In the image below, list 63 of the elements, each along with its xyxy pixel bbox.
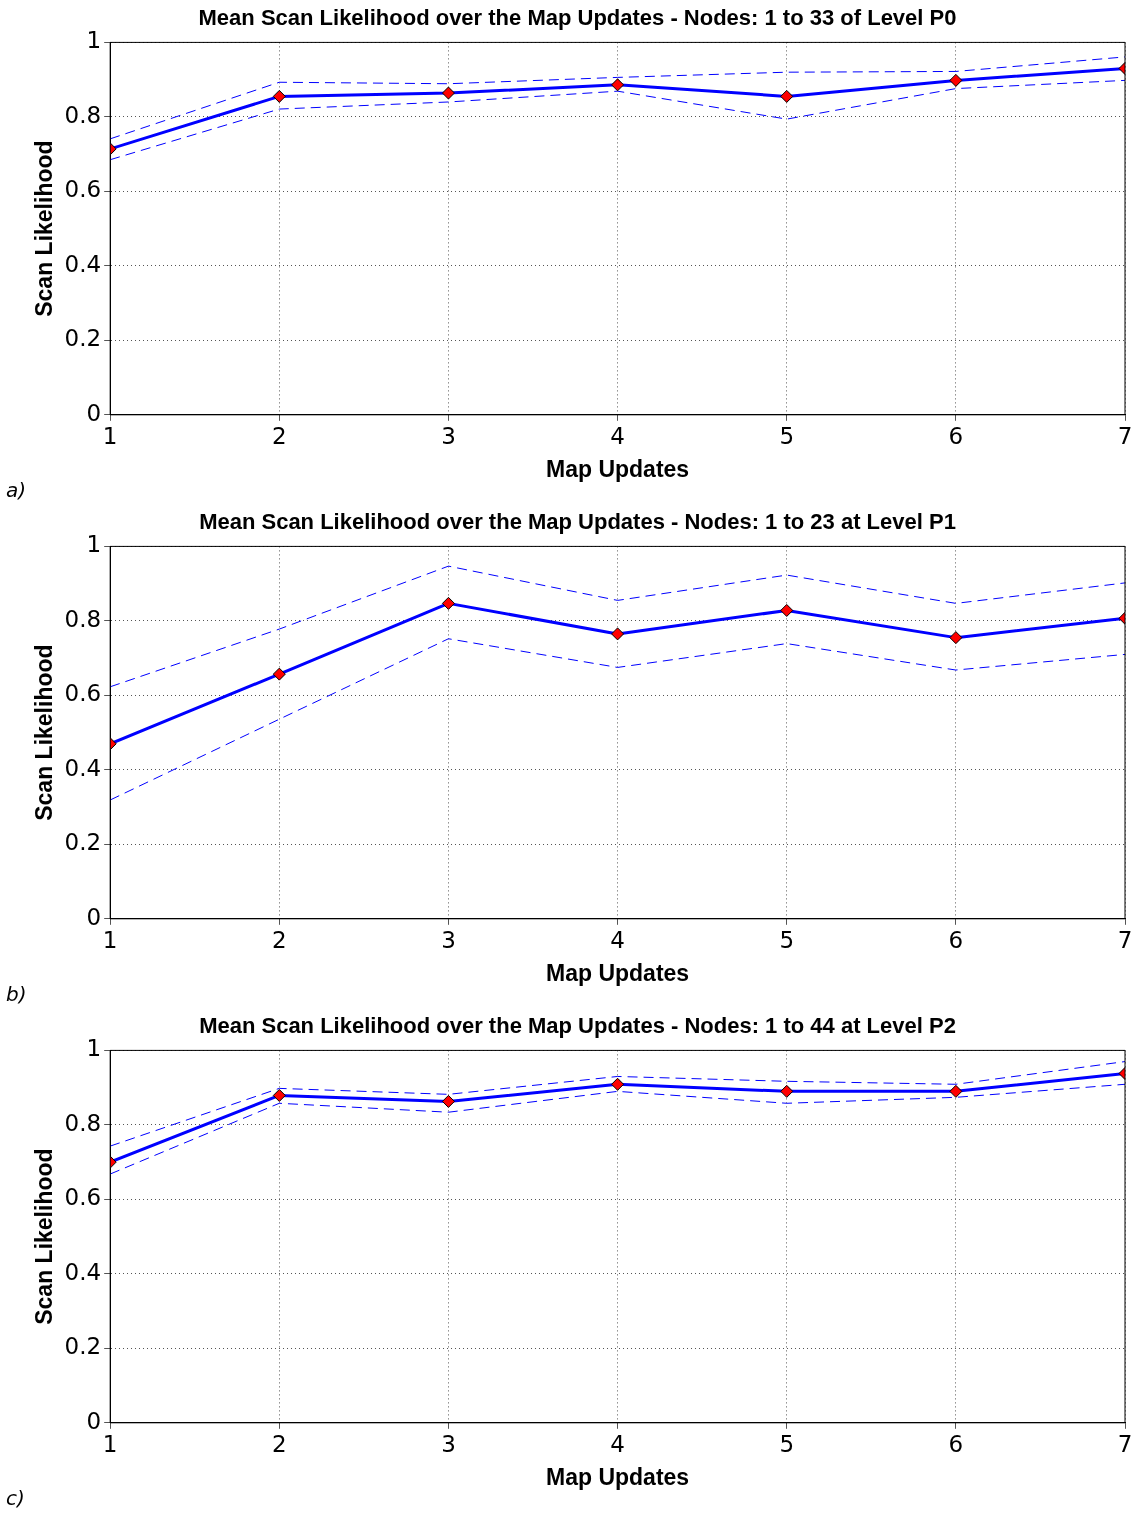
line-series	[110, 565, 1125, 688]
x-tick-label: 3	[441, 1430, 456, 1457]
x-tick-label: 5	[779, 926, 795, 953]
x-axis-title: Map Updates	[546, 959, 690, 986]
y-tick-label: 0	[86, 1407, 102, 1434]
x-tick-label: 6	[948, 1430, 964, 1457]
y-tick-label: 0.2	[64, 829, 102, 856]
point	[949, 631, 963, 645]
x-tick-label: 4	[610, 1430, 625, 1457]
y-tick-label: 0.6	[64, 176, 102, 203]
point	[949, 73, 963, 87]
x-tick-label: 7	[1117, 926, 1133, 953]
chart-title: Mean Scan Likelihood over the Map Updates - Nodes: 1 to 23 at Level P1	[199, 509, 956, 535]
x-tick-label: 7	[1117, 1430, 1133, 1457]
y-tick-label: 0.6	[64, 1184, 102, 1211]
point	[780, 1084, 794, 1098]
y-tick-label: 1	[86, 531, 102, 558]
y-tick-label: 0.4	[64, 754, 102, 781]
x-tick-label: 4	[610, 422, 625, 449]
x-axis-title: Map Updates	[546, 1463, 690, 1490]
x-tick-label: 7	[1117, 422, 1133, 449]
point	[611, 627, 625, 641]
y-tick-label: 0.8	[64, 605, 102, 632]
point	[780, 603, 794, 617]
y-tick-label: 0	[86, 399, 102, 426]
y-axis-title: Scan Likelihood	[31, 1148, 58, 1325]
point	[780, 89, 794, 103]
x-axis-title: Map Updates	[546, 455, 690, 482]
x-tick-label: 2	[271, 1430, 287, 1457]
y-tick-label: 0.4	[64, 1258, 102, 1285]
point	[441, 86, 455, 100]
y-tick-label: 0.2	[64, 325, 102, 352]
y-tick-label: 0	[86, 903, 102, 930]
chart-title: Mean Scan Likelihood over the Map Updates - Nodes: 1 to 33 of Level P0	[198, 5, 957, 31]
text: b)	[6, 982, 27, 1006]
x-tick-label: 2	[271, 422, 287, 449]
point	[949, 1084, 963, 1098]
x-tick-label: 4	[610, 926, 625, 953]
x-tick-label: 6	[948, 422, 964, 449]
y-tick-label: 1	[86, 1035, 102, 1062]
text: c)	[6, 1486, 25, 1510]
point	[441, 596, 455, 610]
x-tick-label: 5	[779, 1430, 795, 1457]
y-tick-label: 0.8	[64, 101, 102, 128]
y-tick-label: 0.8	[64, 1109, 102, 1136]
y-tick-label: 0.2	[64, 1333, 102, 1360]
x-tick-label: 3	[441, 926, 456, 953]
y-axis-title: Scan Likelihood	[31, 140, 58, 317]
y-tick-label: 0.6	[64, 680, 102, 707]
line-series	[110, 638, 1125, 801]
y-tick-label: 0.4	[64, 250, 102, 277]
x-tick-label: 2	[271, 926, 287, 953]
x-tick-label: 6	[948, 926, 964, 953]
point	[611, 78, 625, 92]
x-tick-label: 5	[779, 422, 795, 449]
point	[611, 1077, 625, 1091]
x-tick-label: 3	[441, 422, 456, 449]
text: a)	[6, 478, 27, 502]
line-series	[110, 1061, 1125, 1147]
y-axis-title: Scan Likelihood	[31, 644, 58, 821]
y-tick-label: 1	[86, 27, 102, 54]
chart-title: Mean Scan Likelihood over the Map Updates - Nodes: 1 to 44 at Level P2	[199, 1013, 956, 1039]
point	[441, 1094, 455, 1108]
